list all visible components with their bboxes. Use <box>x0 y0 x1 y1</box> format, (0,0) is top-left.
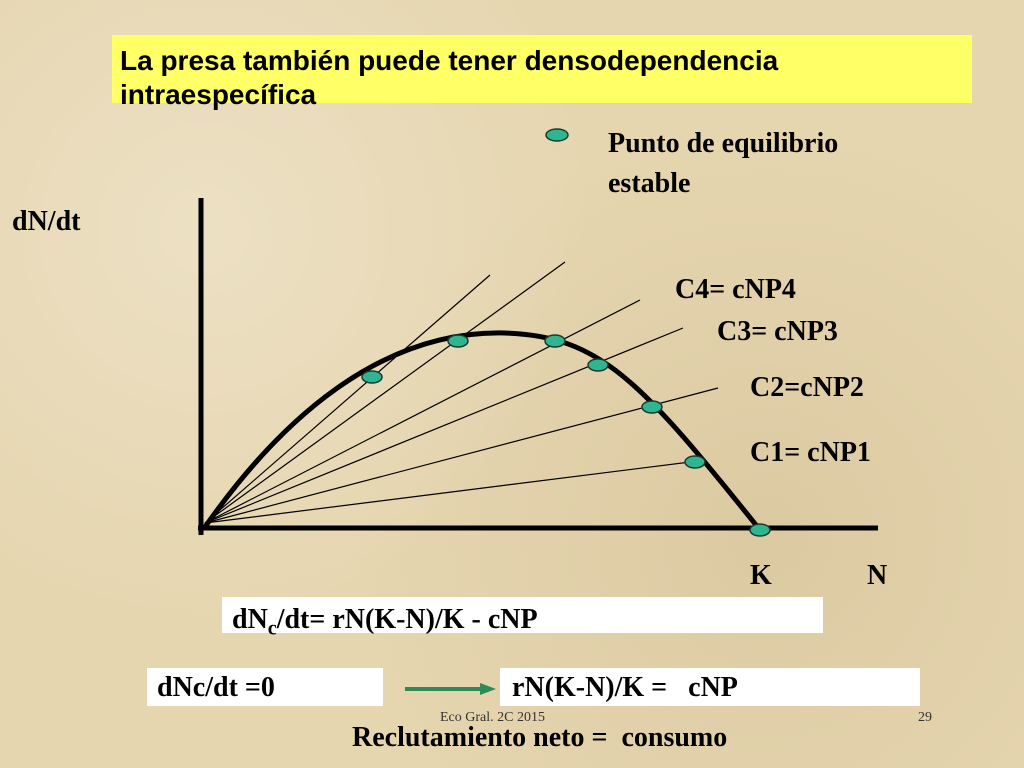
equilibrium-point <box>749 523 771 537</box>
line-label: C1= cNP1 <box>750 437 871 468</box>
line <box>204 274 491 524</box>
arrow-head <box>480 683 496 695</box>
title: La presa también puede tener densodepend… <box>120 45 779 110</box>
conclusion: Reclutamiento neto = consumo <box>352 722 728 753</box>
equilibrium-point <box>587 358 609 372</box>
legend-line: estable <box>608 168 691 199</box>
x-label-k: K <box>750 560 772 591</box>
line <box>204 387 719 524</box>
line-label: C4= cNP4 <box>675 274 796 305</box>
line-label: C3= cNP3 <box>717 316 838 347</box>
equilibrium-point <box>544 334 566 348</box>
condition-right: rN(K-N)/K = cNP <box>512 672 738 703</box>
legend-line: Punto de equilibrio <box>608 128 839 159</box>
legend-marker <box>545 128 569 142</box>
line <box>204 261 566 524</box>
equation-subscript: c <box>267 617 277 640</box>
equation-part: dN <box>232 604 268 635</box>
equilibrium-point <box>361 370 383 384</box>
footer-text: Eco Gral. 2C 2015 <box>440 710 545 725</box>
equation: dNc/dt= rN(K-N)/K - cNP <box>232 604 538 641</box>
title-box <box>112 35 972 103</box>
line-label: C2=cNP2 <box>750 372 864 403</box>
equilibrium-point <box>447 334 469 348</box>
equation-box <box>222 597 823 633</box>
equation-part: /dt= rN(K-N)/K - cNP <box>276 604 538 635</box>
equilibrium-point <box>684 455 706 469</box>
line <box>204 299 641 524</box>
condition-left-box <box>147 668 383 706</box>
line <box>204 327 684 524</box>
equilibrium-point <box>641 400 663 414</box>
x-label-n: N <box>867 560 888 591</box>
page-number: 29 <box>918 710 932 725</box>
line <box>204 459 707 524</box>
condition-right-box <box>500 668 920 706</box>
recruitment-curve <box>202 330 762 532</box>
condition-left: dNc/dt =0 <box>157 672 275 703</box>
y-axis-label: dN/dt <box>12 206 81 237</box>
